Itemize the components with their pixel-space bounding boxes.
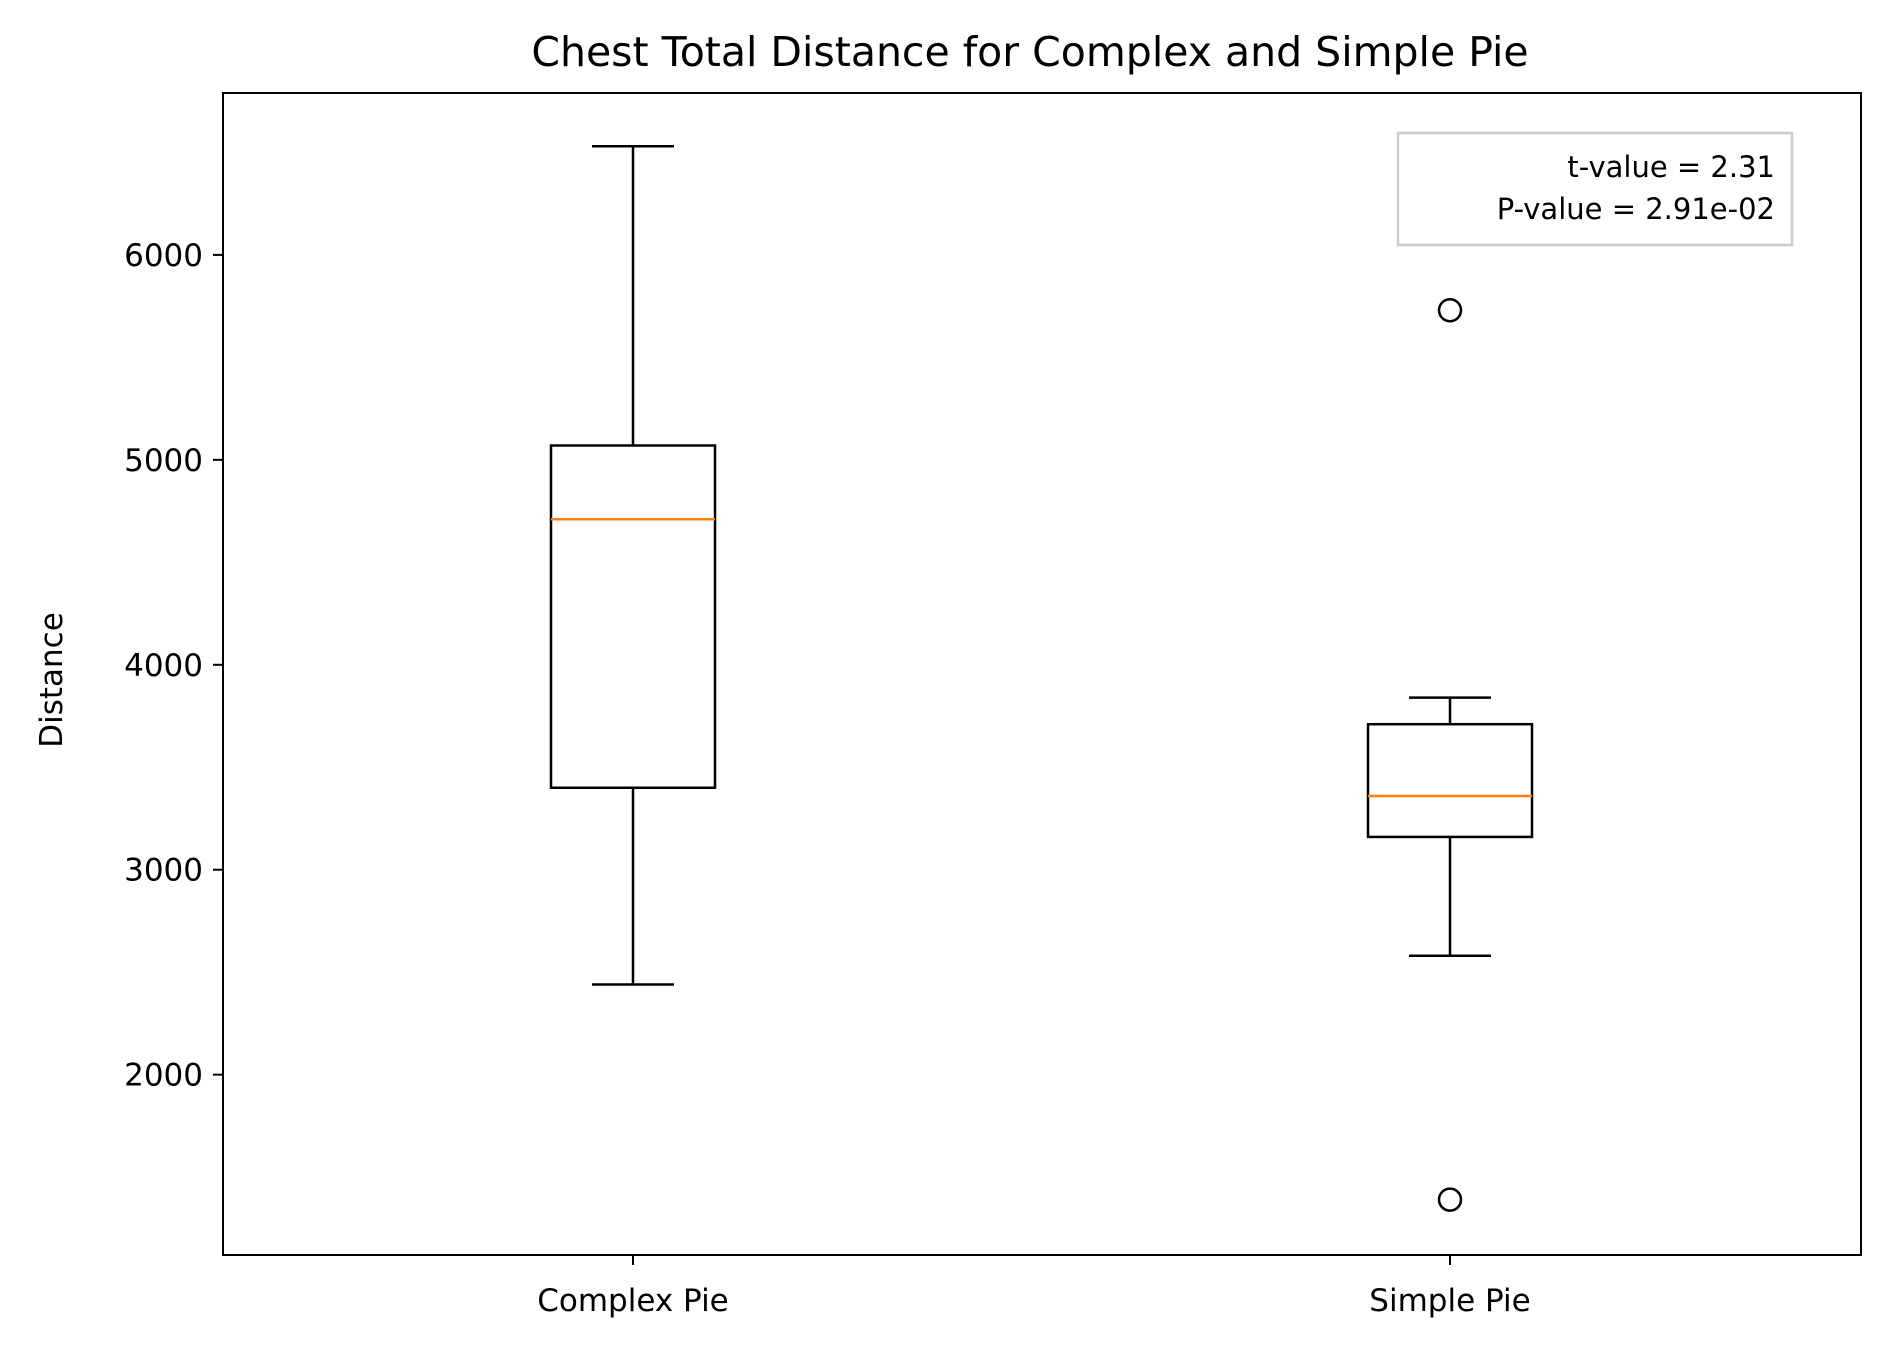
y-tick-label: 3000	[124, 853, 203, 889]
x-tick-label: Complex Pie	[537, 1283, 729, 1319]
box-2	[1366, 297, 1534, 1212]
x-axis: Complex Pie Simple Pie	[537, 1255, 1531, 1319]
y-tick-label: 4000	[124, 648, 203, 684]
outlier-point	[1437, 1187, 1463, 1212]
stats-annotation: t-value = 2.31 P-value = 2.91e-02	[1396, 131, 1794, 247]
annotation-frame	[1396, 131, 1794, 247]
box-1	[549, 145, 717, 986]
y-axis: 2000 3000 4000 5000 6000	[124, 238, 223, 1094]
box-iqr	[549, 444, 717, 789]
outlier-point	[1437, 297, 1463, 323]
annotation-line: t-value = 2.31	[1567, 150, 1775, 184]
box-series	[549, 145, 1534, 1212]
y-tick-label: 2000	[124, 1058, 203, 1094]
y-tick-label: 5000	[124, 443, 203, 479]
y-tick-label: 6000	[124, 238, 203, 274]
plot-area	[222, 92, 1862, 1256]
x-tick-label: Simple Pie	[1369, 1283, 1530, 1319]
box-iqr	[1366, 722, 1534, 839]
annotation-line: P-value = 2.91e-02	[1497, 192, 1775, 226]
plot-frame	[222, 92, 1862, 1256]
chart-title: Chest Total Distance for Complex and Sim…	[531, 28, 1528, 76]
y-axis-label: Distance	[34, 612, 70, 748]
